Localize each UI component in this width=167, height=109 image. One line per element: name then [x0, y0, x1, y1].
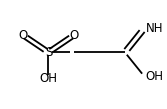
- Text: O: O: [18, 29, 28, 42]
- Text: O: O: [69, 29, 79, 42]
- Text: S: S: [45, 46, 52, 59]
- Text: OH: OH: [146, 70, 164, 83]
- Text: NH: NH: [146, 22, 163, 35]
- Text: OH: OH: [39, 72, 57, 85]
